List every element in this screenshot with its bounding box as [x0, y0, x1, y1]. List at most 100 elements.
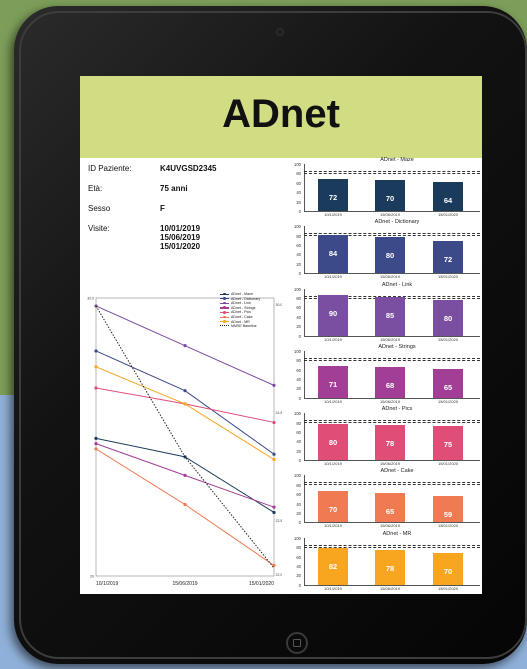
bar-chart-panel: ADnet - Maze 100 80 60 40 20 0 72 10/1/2019 70 15/… — [282, 157, 482, 219]
visit-date: 15/06/2019 — [160, 233, 201, 242]
patient-sex-label: Sesso — [88, 204, 111, 213]
bar-value-label: 80 — [385, 251, 395, 261]
y-tick-label: 40 — [296, 563, 301, 569]
x-axis — [304, 397, 480, 399]
y-tick-label: 0 — [298, 458, 301, 464]
y-tick-label: 20 — [296, 199, 301, 205]
bar: 85 — [375, 297, 405, 336]
bar-chart-panel: ADnet - MR 100 80 60 40 20 0 82 10/1/2019 78 15/06… — [282, 531, 482, 593]
y-tick-label: 80 — [296, 358, 301, 364]
bar-chart-title: ADnet - Link — [381, 281, 413, 288]
patient-visits-label: Visite: — [88, 224, 110, 233]
data-point — [272, 457, 276, 462]
visit-date: 10/01/2019 — [160, 224, 201, 233]
patient-id-value: K4UVGSD2345 — [160, 164, 217, 173]
bar: 72 — [433, 240, 463, 274]
legend-swatch — [220, 292, 229, 296]
y-tick-label: 60 — [296, 180, 301, 186]
x-tick-label: 15/01/2020 — [437, 523, 459, 529]
y-tick-label: 40 — [296, 190, 301, 196]
data-point — [272, 383, 276, 387]
camera-icon — [276, 28, 284, 36]
y-tick-label: 100 — [294, 535, 301, 541]
app-header: ADnet — [80, 76, 482, 158]
y-tick-label: 30.0 — [87, 297, 94, 301]
bar: 71 — [318, 365, 348, 398]
patient-sex-value: F — [160, 204, 165, 213]
bar: 75 — [433, 426, 463, 461]
y-tick-label: 80 — [296, 171, 301, 177]
y-tick-label: 100 — [294, 224, 301, 230]
x-tick-label: 15/06/2019 — [379, 461, 401, 467]
y-tick-label: 40 — [296, 377, 301, 383]
y-tick-label: 20 — [296, 511, 301, 517]
home-button[interactable] — [286, 632, 308, 654]
x-axis — [304, 584, 480, 586]
bar-value-label: 84 — [328, 249, 338, 259]
bar-chart-title: ADnet - Strings — [378, 343, 416, 350]
data-point — [183, 473, 187, 477]
y-tick-label: 20 — [296, 324, 301, 330]
y-tick-label: 20 — [296, 261, 301, 267]
y-tick-label: 80 — [296, 420, 301, 426]
data-point — [272, 510, 276, 515]
data-point — [272, 452, 276, 456]
y-tick-label: 40 — [296, 252, 301, 258]
data-point — [183, 402, 187, 406]
bar-value-label: 78 — [385, 563, 395, 573]
bar: 65 — [433, 368, 463, 398]
patient-age-label: Età: — [88, 184, 103, 193]
y-tick-label: 40 — [296, 439, 301, 445]
legend-label: ADnet - Strings — [231, 305, 256, 310]
x-tick-label: 10/1/2019 — [324, 212, 342, 217]
data-point — [183, 344, 187, 348]
bar-value-label: 78 — [385, 439, 395, 449]
bar: 82 — [318, 547, 348, 585]
x-tick-label: 10/1/2019 — [324, 336, 342, 342]
y-tick-label: 60 — [296, 367, 301, 373]
legend-item: ADnet - Strings — [220, 306, 260, 311]
bar: 59 — [433, 495, 463, 523]
data-point — [272, 505, 276, 509]
y-tick-label: 60 — [296, 429, 301, 435]
legend-label: MMSE Baseline — [231, 324, 257, 329]
y-tick-label: 20 — [90, 575, 94, 579]
bar: 80 — [433, 299, 463, 336]
bar: 80 — [375, 237, 405, 274]
bar-value-label: 64 — [443, 196, 453, 206]
bar-chart-title: ADnet - Dictionary — [374, 219, 420, 226]
bar: 68 — [375, 367, 405, 398]
right-tick-label: 24.5 — [276, 411, 283, 415]
legend-label: ADnet - Cake — [231, 314, 253, 319]
x-tick-label: 15/01/2020 — [249, 581, 274, 587]
plot-frame — [95, 297, 275, 577]
bar-value-label: 70 — [443, 567, 453, 577]
x-axis — [304, 211, 480, 212]
y-tick-label: 100 — [294, 473, 301, 479]
bar-value-label: 65 — [443, 382, 453, 392]
y-axis — [304, 226, 305, 274]
x-tick-label: 15/01/2020 — [437, 585, 459, 591]
chart-legend: ADnet - Maze ADnet - Dictionary ADnet - Li… — [220, 292, 260, 329]
data-point — [272, 420, 276, 425]
y-tick-label: 100 — [294, 411, 301, 417]
data-point — [94, 442, 98, 446]
x-tick-label: 10/1/2019 — [324, 274, 342, 280]
x-axis — [304, 522, 480, 524]
legend-item: ADnet - Cake — [220, 315, 260, 320]
tablet-screen: ADnet ID Paziente: K4UVGSD2345 Età: 75 a… — [80, 76, 482, 594]
data-point — [94, 436, 98, 440]
data-point — [94, 349, 98, 353]
y-tick-label: 100 — [294, 162, 301, 167]
x-tick-label: 15/06/2019 — [172, 581, 197, 587]
legend-label: ADnet - Pics — [231, 310, 251, 315]
bar-value-label: 71 — [328, 379, 338, 389]
bar: 65 — [375, 493, 405, 523]
legend-item: MMSE Baseline — [220, 324, 260, 329]
bar: 78 — [375, 549, 405, 585]
x-tick-label: 10/1/2019 — [324, 585, 342, 591]
y-tick-label: 80 — [296, 295, 301, 301]
reference-line — [304, 233, 480, 237]
trend-line-chart: 10/1/2019 15/06/2019 15/01/2020 20 30.0 30.0 2… — [87, 297, 283, 588]
data-point — [94, 365, 98, 369]
